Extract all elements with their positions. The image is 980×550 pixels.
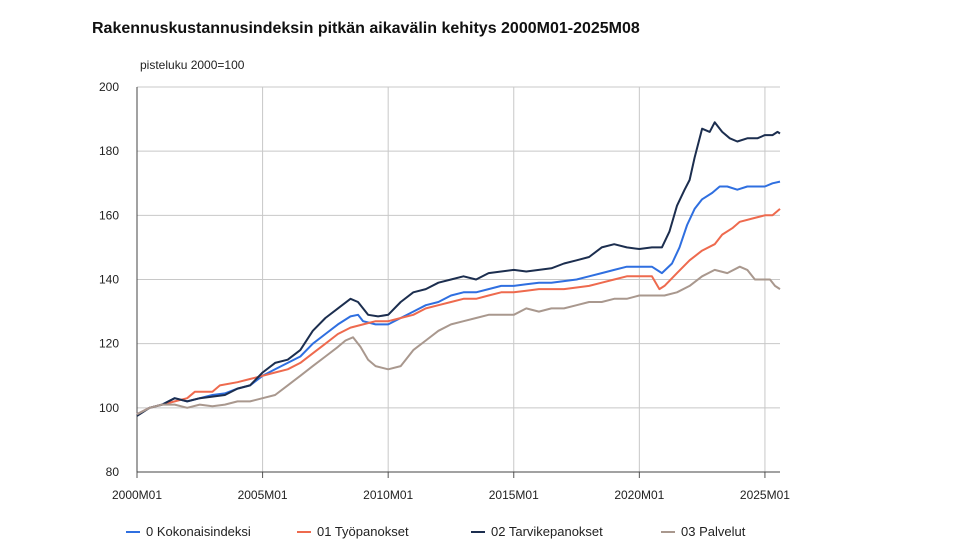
- legend-item: 02 Tarvikepanokset: [471, 524, 603, 539]
- y-tick-label: 140: [99, 273, 119, 287]
- legend-label: 0 Kokonaisindeksi: [146, 524, 251, 539]
- y-axis-label: pisteluku 2000=100: [140, 58, 245, 72]
- line-chart: 80 100 120 140 160 180 200 2000M01 2005M01 2010M0…: [99, 80, 790, 502]
- x-tick-label: 2020M01: [614, 488, 664, 502]
- x-tick-label: 2015M01: [489, 488, 539, 502]
- y-tick-label: 120: [99, 337, 119, 351]
- x-tick-label: 2025M01: [740, 488, 790, 502]
- x-tick-label: 2000M01: [112, 488, 162, 502]
- chart-legend: 0 Kokonaisindeksi 01 Työpanokset 02 Tarvik…: [126, 524, 906, 544]
- legend-item: 03 Palvelut: [661, 524, 745, 539]
- chart-title: Rakennuskustannusindeksin pitkän aikaväl…: [92, 20, 640, 37]
- x-tick-label: 2005M01: [238, 488, 288, 502]
- y-tick-label: 200: [99, 80, 119, 94]
- legend-swatch: [471, 530, 485, 533]
- y-tick-label: 180: [99, 144, 119, 158]
- x-tick-label: 2010M01: [363, 488, 413, 502]
- series-line-0-kokonaisindeksi: [136, 180, 781, 416]
- series-line-01-ty-panokset: [136, 208, 781, 416]
- legend-label: 01 Työpanokset: [317, 524, 409, 539]
- legend-swatch: [661, 530, 675, 533]
- y-tick-label: 80: [106, 465, 120, 479]
- legend-item: 0 Kokonaisindeksi: [126, 524, 251, 539]
- legend-label: 02 Tarvikepanokset: [491, 524, 603, 539]
- y-tick-label: 100: [99, 401, 119, 415]
- y-tick-label: 160: [99, 208, 119, 222]
- legend-swatch: [297, 530, 311, 533]
- legend-item: 01 Työpanokset: [297, 524, 409, 539]
- series-line-02-tarvikepanokset: [136, 121, 781, 417]
- legend-label: 03 Palvelut: [681, 524, 746, 539]
- series-line-03-palvelut: [136, 265, 781, 416]
- legend-swatch: [126, 530, 140, 533]
